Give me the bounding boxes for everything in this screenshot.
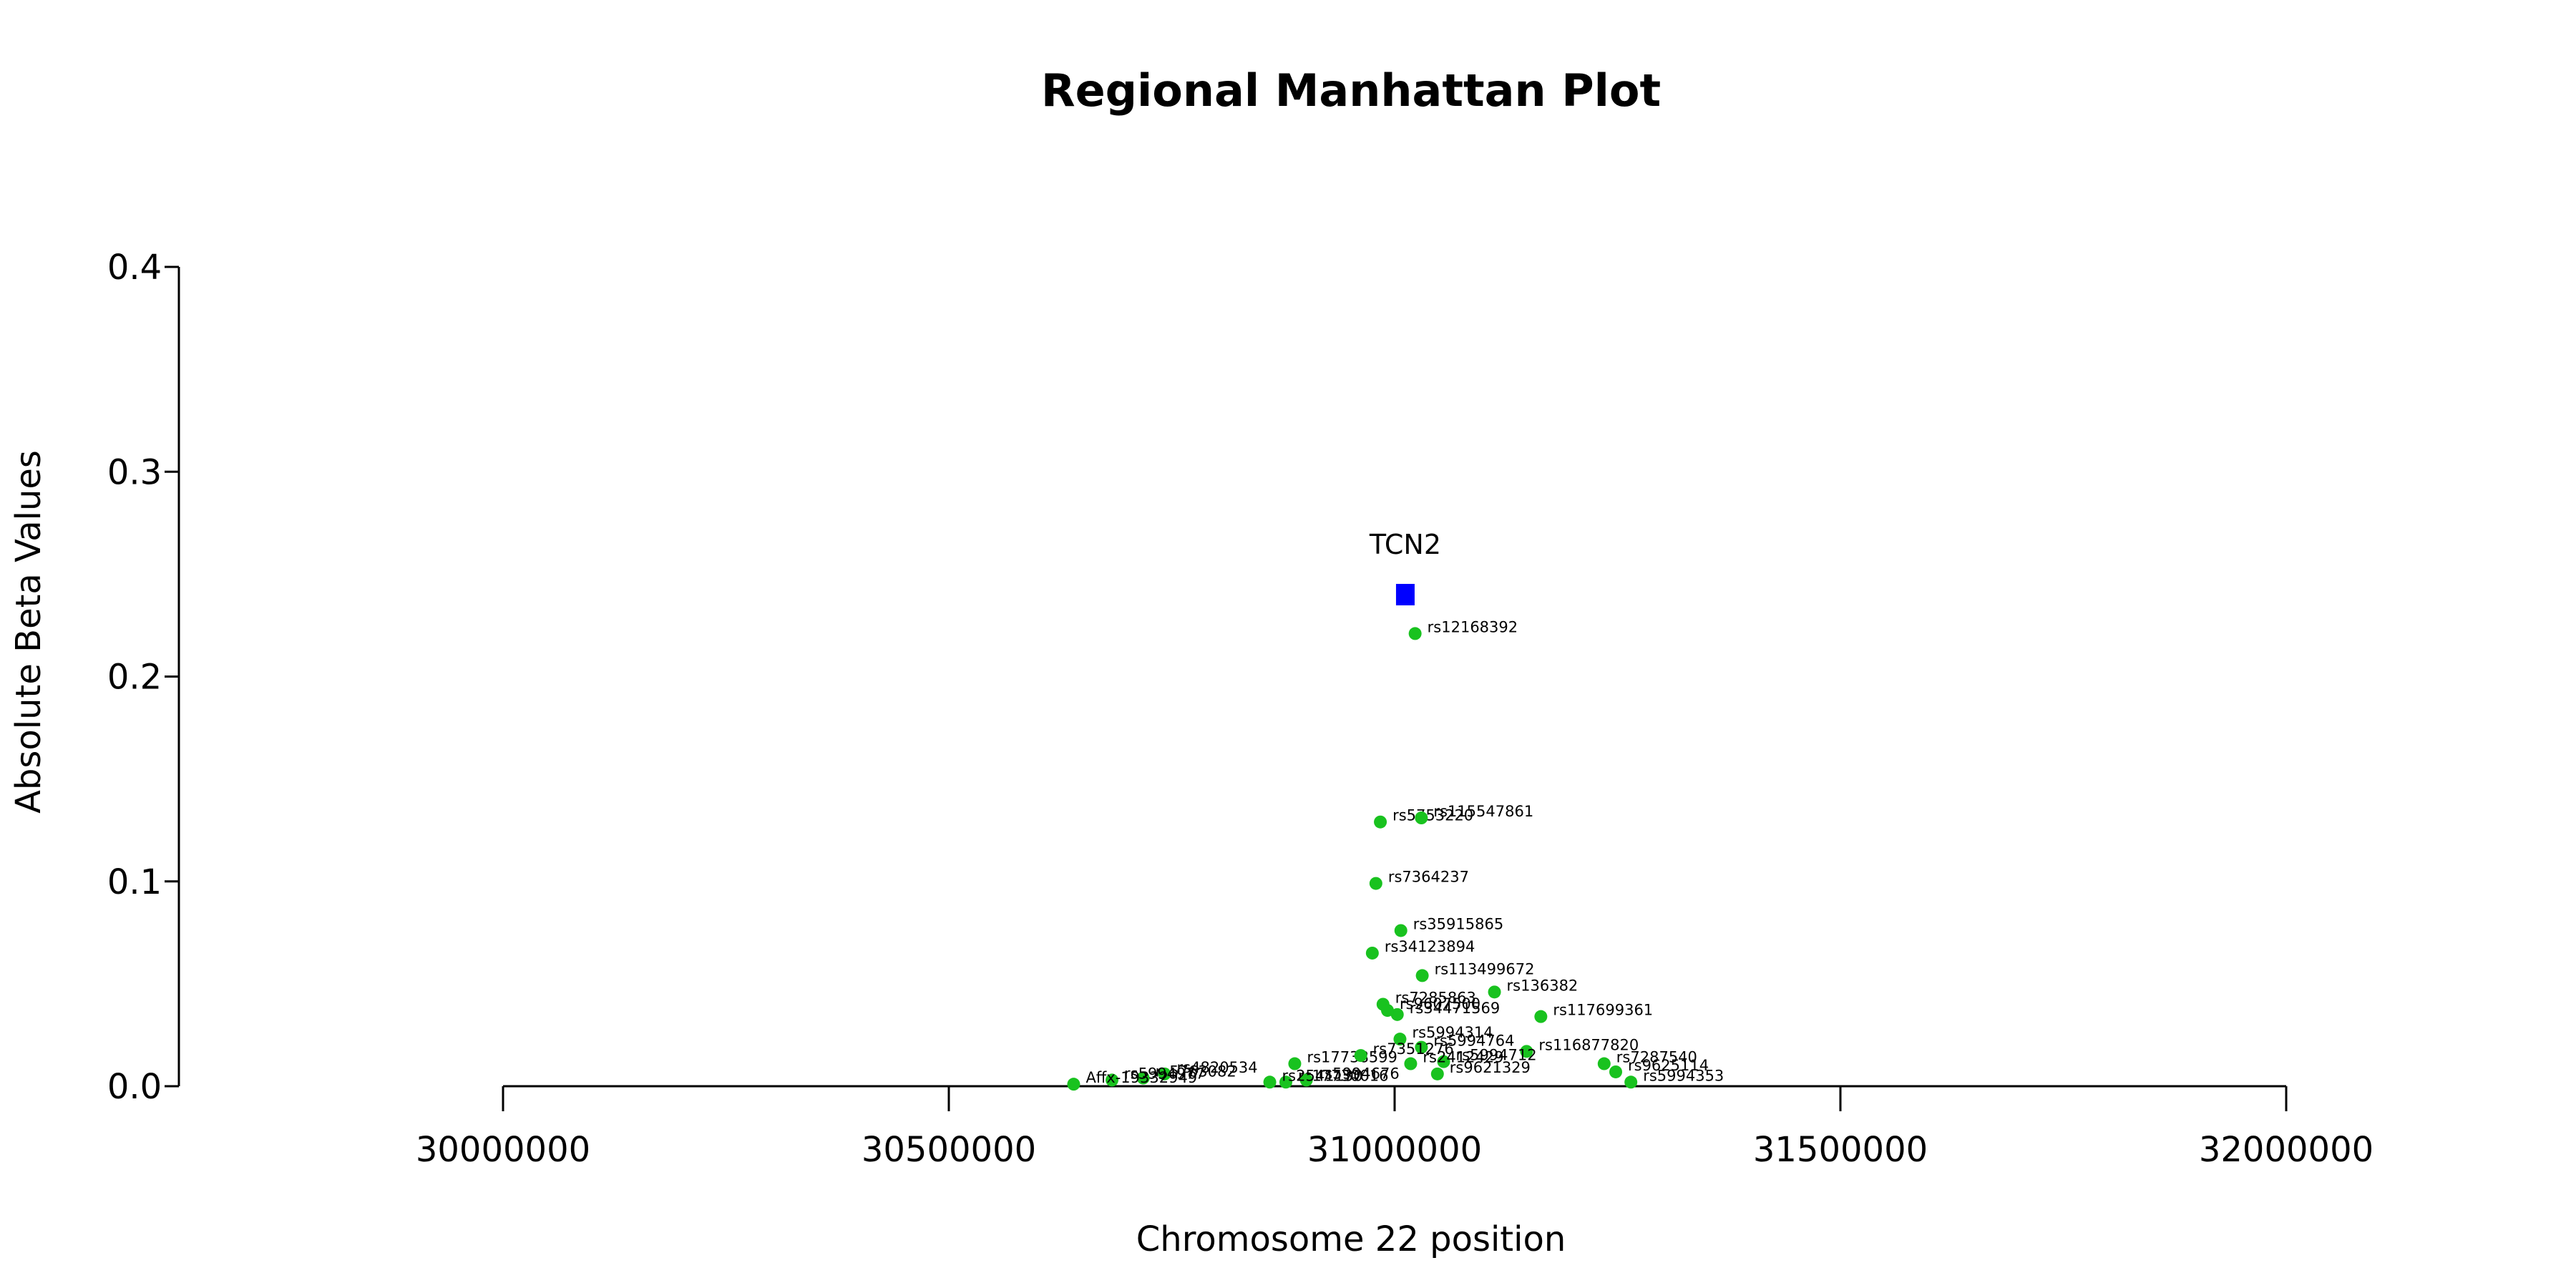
x-tick-label: 32000000 — [2199, 1130, 2373, 1170]
snp-label: rs9625114 — [1628, 1057, 1709, 1074]
x-tick-label: 31500000 — [1753, 1130, 1928, 1170]
snp-point — [1390, 1008, 1404, 1021]
snp-point — [1106, 1073, 1119, 1087]
y-tick-label: 0.4 — [107, 248, 162, 288]
snp-label: rs7351276 — [1373, 1040, 1454, 1058]
snp-point — [1624, 1075, 1638, 1089]
snp-label: rs7364237 — [1388, 869, 1469, 886]
snp-label: rs5753220 — [1392, 807, 1473, 824]
snp-label: rs5994314 — [1412, 1024, 1493, 1041]
snp-point — [1263, 1075, 1277, 1089]
snp-label: rs5994977 — [1124, 1065, 1205, 1082]
snp-point — [1430, 1067, 1444, 1080]
snp-point — [1381, 1004, 1395, 1018]
snp-label: rs136382 — [1507, 977, 1579, 994]
snp-point — [1067, 1078, 1080, 1091]
snp-point — [1365, 946, 1379, 960]
snp-point — [1415, 1040, 1428, 1054]
snp-label: rs117699361 — [1553, 1002, 1653, 1019]
snp-label: rs9621329 — [1450, 1059, 1531, 1076]
y-axis-title: Absolute Beta Values — [9, 450, 49, 814]
snp-point — [1534, 1010, 1548, 1023]
snp-point — [1288, 1057, 1302, 1070]
gene-marker — [1395, 584, 1415, 605]
snp-label: rs5994676 — [1319, 1065, 1400, 1082]
y-tick-label: 0.2 — [107, 658, 162, 698]
snp-point — [1369, 877, 1382, 890]
snp-label: rs2412429 — [1423, 1049, 1503, 1066]
snp-point — [1609, 1065, 1623, 1078]
snp-label: rs4820534 — [1177, 1059, 1258, 1076]
snp-point — [1415, 811, 1428, 825]
snp-point — [1393, 1033, 1407, 1046]
y-tick-label: 0.1 — [107, 862, 162, 902]
snp-point — [1404, 1057, 1418, 1070]
snp-label: rs116877820 — [1538, 1036, 1639, 1053]
snp-point — [1415, 969, 1429, 982]
snp-label: Affx-19332949 — [1085, 1069, 1197, 1086]
snp-point — [1279, 1075, 1292, 1089]
snp-point — [1374, 815, 1387, 829]
snp-label: rs17738599 — [1307, 1049, 1397, 1066]
gene-label: TCN2 — [1369, 529, 1441, 560]
snp-label: rs34123894 — [1385, 938, 1475, 955]
snp-label: rs35915865 — [1413, 915, 1503, 932]
snp-point — [1597, 1057, 1611, 1070]
snp-point — [1394, 924, 1407, 937]
x-tick-label: 30000000 — [416, 1130, 590, 1170]
snp-label: rs113499672 — [1435, 960, 1535, 977]
y-tick-label: 0.3 — [107, 452, 162, 492]
y-axis: 0.0 0.1 0.2 0.3 0.4 — [107, 248, 180, 1107]
snp-label: rs7285863 — [1395, 990, 1476, 1007]
x-tick-label: 30500000 — [862, 1130, 1036, 1170]
snp-point — [1158, 1067, 1171, 1080]
snp-point — [1488, 985, 1501, 999]
snp-label: rs2541130 — [1282, 1067, 1363, 1084]
snp-label: rs12168392 — [1428, 618, 1518, 635]
snp-point — [1437, 1055, 1450, 1068]
x-tick-label: 31000000 — [1307, 1130, 1482, 1170]
y-tick-label: 0.0 — [107, 1067, 162, 1107]
snp-point — [1408, 627, 1422, 640]
snp-label: rs5994712 — [1456, 1047, 1537, 1064]
snp-label: rs5994353 — [1643, 1067, 1724, 1084]
snp-label: rs7287540 — [1616, 1049, 1697, 1066]
snp-point — [1299, 1073, 1313, 1087]
snp-label: rs9607500 — [1400, 995, 1480, 1013]
chart-title: Regional Manhattan Plot — [1041, 64, 1661, 117]
snp-point — [1354, 1049, 1367, 1063]
snp-label: rs17730016 — [1298, 1067, 1388, 1084]
snp-label: rs115547861 — [1433, 803, 1533, 820]
snp-point — [1136, 1071, 1150, 1085]
x-axis: 30000000 30500000 31000000 31500000 32000000 — [416, 1085, 2373, 1170]
snp-point — [1520, 1045, 1533, 1058]
snp-label: rs5994764 — [1433, 1033, 1514, 1050]
snp-label: rs34471569 — [1410, 1000, 1500, 1017]
x-axis-title: Chromosome 22 position — [1136, 1219, 1566, 1259]
